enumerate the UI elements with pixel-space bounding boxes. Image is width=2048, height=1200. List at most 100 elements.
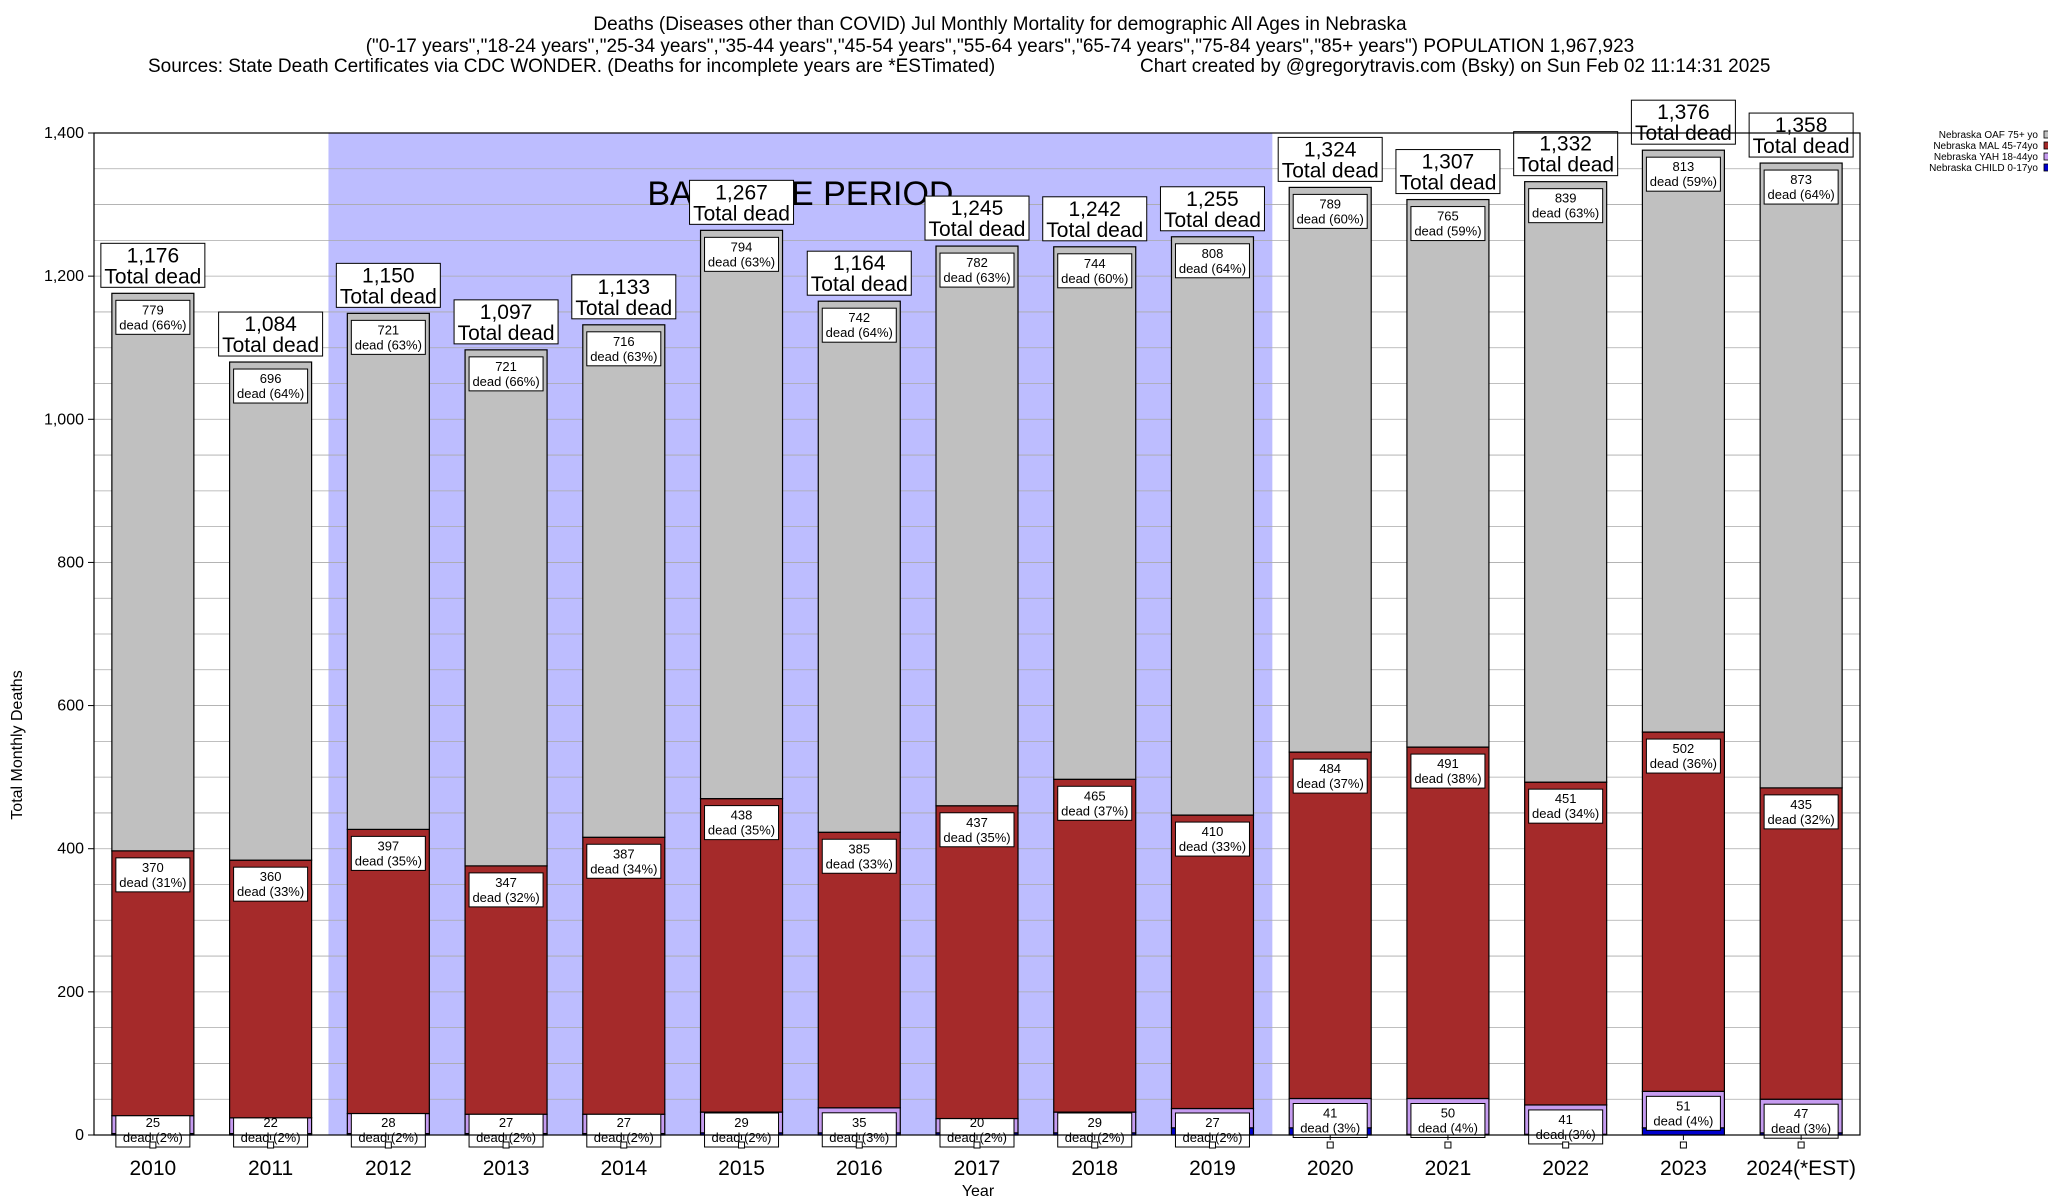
bar-segment [1759, 162, 1843, 789]
data-label-share: dead (59%) [1414, 224, 1481, 239]
data-label-box [350, 835, 426, 871]
data-label-share: dead (33%) [826, 856, 893, 871]
x-tick-label: 2023 [1660, 1157, 1707, 1180]
y-tick-label: 600 [57, 698, 84, 715]
bar-segment [1053, 246, 1137, 780]
bar-segment [1524, 181, 1608, 783]
total-label-caption: Total dead [458, 322, 555, 345]
total-label-box [218, 311, 324, 357]
total-label-box [1159, 186, 1265, 232]
bar-segment [1641, 731, 1726, 1092]
data-label-share: dead (63%) [708, 254, 775, 269]
total-label-value: 1,332 [1539, 133, 1592, 156]
bar-segment [346, 312, 430, 830]
data-label-value: 435 [1790, 797, 1812, 812]
total-label-value: 1,084 [244, 313, 297, 336]
x-tick-label: 2019 [1189, 1157, 1236, 1180]
zero-marker [1797, 1141, 1805, 1149]
total-label-caption: Total dead [693, 202, 790, 225]
total-label-box [689, 179, 795, 225]
data-label-share: dead (60%) [1061, 271, 1128, 286]
data-label-value: 347 [495, 875, 517, 890]
y-axis-label: Total Monthly Deaths [9, 670, 26, 819]
data-label-box [1292, 758, 1368, 794]
legend-swatch [2043, 141, 2048, 150]
total-label-caption: Total dead [929, 218, 1026, 241]
data-label-value: 451 [1555, 791, 1577, 806]
y-tick-label: 800 [57, 554, 84, 571]
bar-segment [1759, 787, 1843, 1100]
data-label-share: dead (35%) [943, 830, 1010, 845]
zero-marker [502, 1141, 510, 1149]
data-label-value: 397 [377, 838, 399, 853]
data-label-value: 47 [1794, 1106, 1808, 1121]
zero-marker [1326, 1141, 1334, 1149]
plot-frame [93, 132, 1861, 1136]
bar-segment [229, 859, 313, 1119]
data-label-box [1174, 821, 1250, 857]
data-label-share: dead (60%) [1297, 211, 1364, 226]
total-label-caption: Total dead [1753, 135, 1850, 158]
total-label-box [924, 195, 1030, 241]
chart-sources: Sources: State Death Certificates via CD… [148, 56, 995, 77]
total-label-value: 1,176 [127, 244, 180, 267]
chart-subtitle: ("0-17 years","18-24 years","25-34 years… [366, 36, 1635, 57]
bar-segment [1406, 746, 1490, 1100]
total-label-box [1042, 196, 1148, 242]
legend-entry-label: Nebraska OAF 75+ yo [1939, 130, 2039, 141]
data-label-value: 410 [1202, 824, 1224, 839]
x-tick-label: 2015 [718, 1157, 765, 1180]
x-tick-label: 2024(*EST) [1746, 1157, 1856, 1180]
y-tick-label: 1,200 [44, 268, 84, 285]
bar-segment [111, 850, 195, 1117]
zero-marker [1679, 1141, 1687, 1149]
legend-entry-label: Nebraska YAH 18-44yo [1934, 152, 2039, 163]
data-label-box [1174, 243, 1250, 279]
data-label-share: dead (3%) [1771, 1121, 1831, 1136]
total-label-box [335, 262, 441, 308]
bar-segment [1641, 149, 1726, 733]
legend-swatch [2043, 152, 2048, 161]
data-label-share: dead (33%) [237, 884, 304, 899]
data-label-value: 782 [966, 255, 988, 270]
chart-credit: Chart created by @gregorytravis.com (Bsk… [1140, 56, 1770, 77]
data-label-box [704, 1112, 780, 1148]
data-label-value: 873 [1790, 172, 1812, 187]
data-label-share: dead (35%) [708, 823, 775, 838]
y-tick-label: 1,400 [44, 125, 84, 142]
data-label-value: 716 [613, 334, 635, 349]
data-label-box [1410, 753, 1486, 789]
total-label-caption: Total dead [104, 265, 201, 288]
total-label-caption: Total dead [1517, 154, 1614, 177]
bar-segment [582, 836, 666, 1115]
data-label-value: 437 [966, 815, 988, 830]
bar-segment [935, 245, 1019, 807]
data-label-box [821, 838, 897, 874]
total-label-box [453, 299, 559, 345]
total-label-value: 1,255 [1186, 188, 1239, 211]
data-label-share: dead (32%) [472, 890, 539, 905]
total-label-caption: Total dead [1046, 219, 1143, 242]
data-label-box [468, 356, 544, 392]
data-label-box [1763, 169, 1839, 205]
total-label-box [571, 274, 677, 320]
bar-segment [1170, 814, 1255, 1110]
bar-segment [1288, 751, 1372, 1100]
total-label-value: 1,242 [1068, 198, 1121, 221]
bar-segment [1288, 186, 1372, 753]
data-label-value: 29 [734, 1115, 748, 1130]
total-label-box [1513, 131, 1619, 177]
total-label-value: 1,097 [480, 301, 533, 324]
data-label-box [1057, 253, 1133, 289]
data-label-value: 484 [1319, 761, 1341, 776]
y-tick-label: 200 [57, 984, 84, 1001]
data-label-share: dead (3%) [1300, 1120, 1360, 1135]
data-label-value: 765 [1437, 209, 1459, 224]
data-label-share: dead (64%) [1179, 261, 1246, 276]
data-label-box [939, 812, 1015, 848]
data-label-value: 360 [260, 869, 282, 884]
legend-entry-label: Nebraska CHILD 0-17yo [1929, 163, 2038, 174]
data-label-box [1292, 193, 1368, 229]
